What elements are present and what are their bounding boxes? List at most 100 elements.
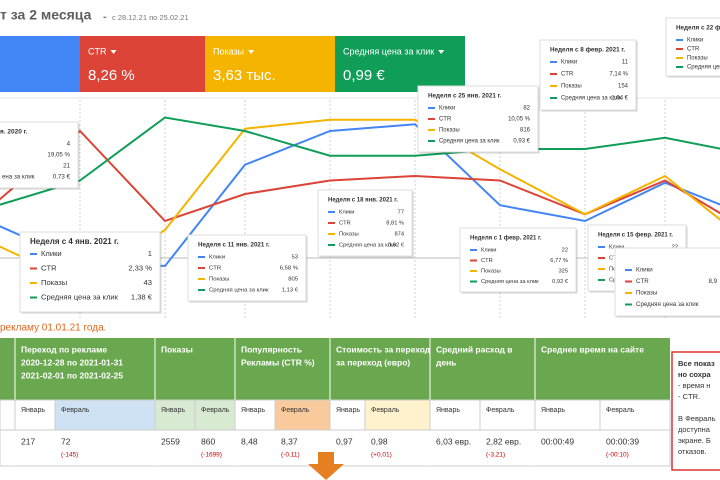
metric-value: 8,26 % bbox=[88, 67, 135, 84]
cell-value: 00:00:49 bbox=[541, 436, 574, 446]
tooltip: Неделя с 4 янв. 2021 г. Клики 1 CTR 2,33 % По… bbox=[19, 231, 162, 314]
tooltip-value: 1 bbox=[148, 249, 152, 258]
tooltip-title: Неделя с 4 янв. 2021 г. bbox=[30, 237, 119, 246]
column-header: Показы bbox=[161, 344, 193, 354]
tooltip-value: 805 bbox=[288, 277, 299, 283]
tooltip-value: 1,13 € bbox=[282, 288, 299, 294]
tooltip-title: Неделя с 11 янв. 2021 г. bbox=[198, 242, 270, 249]
metric-value: 0,99 € bbox=[343, 67, 385, 84]
metric-value: 3,63 тыс. bbox=[213, 67, 276, 84]
tooltip-label: Средняя цена за клик bbox=[481, 279, 539, 285]
month-label: Февраль bbox=[201, 407, 230, 414]
tooltip-label: Средняя цена за клик bbox=[687, 65, 720, 71]
tooltip-title: Неделя с 8 февр. 2021 г. bbox=[550, 47, 625, 54]
dropdown-arrow bbox=[438, 50, 445, 54]
tooltip-value: 8,9 bbox=[708, 278, 717, 285]
cell-delta: (-145) bbox=[61, 452, 78, 459]
tooltip-value: 816 bbox=[520, 128, 531, 134]
tooltip: Неделя с 1 февр. 2021 г. Клики 22 CTR 6,77 %… bbox=[459, 227, 578, 294]
tooltip: Неделя с 25 янв. 2021 г. Клики 82 CTR 10,05 … bbox=[417, 85, 540, 154]
tooltip-value: 4 bbox=[67, 141, 71, 148]
tooltip-value: 10,05 % bbox=[508, 117, 531, 123]
column-header: Рекламы (CTR %) bbox=[241, 357, 315, 367]
column-header: день bbox=[436, 357, 456, 367]
month-cell bbox=[599, 399, 671, 431]
cell-value: 860 bbox=[201, 436, 215, 446]
cell-delta: (-3,21) bbox=[486, 452, 505, 459]
tooltip-value: 0,92 € bbox=[552, 279, 569, 285]
cell-value: 8,48 bbox=[241, 436, 258, 446]
note-line: экране. Б bbox=[678, 436, 711, 445]
tooltip: Неделя с 11 янв. 2021 г. Клики 53 CTR 6,58 %… bbox=[187, 234, 308, 303]
tooltip: Неделя с 22 ф Клики CTR Показы Средняя цена … bbox=[665, 17, 720, 78]
tooltip-label: Средняя цена за клик bbox=[41, 293, 119, 302]
tooltip-label: CTR bbox=[339, 221, 351, 227]
series-line bbox=[0, 129, 720, 223]
tooltip-title: я. 2020 г. bbox=[0, 129, 28, 136]
column-header: Стоимость за переход bbox=[336, 344, 431, 354]
tooltip-value: 8,81 % bbox=[386, 221, 404, 227]
tooltip-title: Неделя с 25 янв. 2021 г. bbox=[428, 93, 502, 100]
month-label: Февраль bbox=[606, 407, 635, 414]
month-label: Январь bbox=[436, 407, 460, 414]
note-box bbox=[671, 351, 720, 471]
cell-value: 217 bbox=[21, 436, 35, 446]
cell-value: 6,03 евр. bbox=[436, 436, 471, 446]
tooltip-label: Средняя цена за клик bbox=[636, 301, 699, 308]
tooltip-label: Средняя цена за клик bbox=[561, 96, 622, 102]
tooltip-value: 43 bbox=[144, 278, 152, 287]
tooltip-label: Клики bbox=[481, 248, 496, 254]
tooltip-label: CTR bbox=[439, 117, 452, 123]
cell-value: 0,97 bbox=[336, 436, 353, 446]
column-header: Переход по рекламе bbox=[21, 344, 107, 354]
tooltip-value: 6,58 % bbox=[280, 266, 299, 272]
tooltip-label: Показы bbox=[561, 84, 582, 90]
month-label: Январь bbox=[161, 407, 185, 414]
month-label: Февраль bbox=[61, 407, 90, 414]
tooltip-box bbox=[417, 85, 539, 153]
tooltip-label: Средняя цена за клик bbox=[209, 288, 269, 294]
month-cell bbox=[194, 399, 236, 431]
month-cell bbox=[329, 399, 366, 431]
metric-label: CTR bbox=[88, 46, 107, 56]
report-period: с 28.12.21 по 25.02.21 bbox=[112, 13, 189, 22]
tooltip-box bbox=[187, 234, 307, 302]
cell-value: 2,82 евр. bbox=[486, 436, 521, 446]
column-header: Популярность bbox=[241, 344, 302, 354]
tooltip-value: 2,33 % bbox=[128, 264, 152, 273]
tooltip-box bbox=[19, 231, 161, 313]
cell-delta: (-0,11) bbox=[281, 452, 300, 459]
note-line: доступна bbox=[678, 425, 711, 434]
month-label: Январь bbox=[541, 407, 565, 414]
tooltip-label: CTR bbox=[687, 47, 700, 53]
note-line: В Февраль bbox=[678, 414, 716, 423]
month-cell bbox=[429, 399, 481, 431]
series-line bbox=[0, 116, 720, 206]
tooltip-label: CTR bbox=[481, 258, 493, 264]
tooltip-value: 1,38 € bbox=[131, 293, 153, 302]
dropdown-arrow bbox=[248, 50, 255, 54]
title-separator: - bbox=[103, 11, 107, 23]
tooltip-label: Средняя цена за клик bbox=[439, 139, 500, 145]
tooltip-title: Неделя с 22 ф bbox=[676, 25, 720, 32]
tooltip-value: 7,14 % bbox=[609, 72, 628, 78]
month-label: Февраль bbox=[486, 407, 515, 414]
tooltip-label: CTR bbox=[636, 278, 649, 285]
tooltip-value: 53 bbox=[291, 255, 298, 261]
tooltip-box bbox=[665, 17, 720, 77]
down-arrow bbox=[308, 452, 344, 480]
tooltip-value: 11 bbox=[622, 60, 629, 66]
tooltip-label: CTR bbox=[41, 264, 57, 273]
tooltip-box bbox=[614, 247, 720, 317]
dropdown-arrow bbox=[110, 50, 117, 54]
column-header: Среднее время на сайте bbox=[541, 344, 644, 354]
tooltip-value: 325 bbox=[559, 269, 569, 275]
tooltip-value: 21 bbox=[63, 163, 70, 170]
tooltip-label: Клики bbox=[561, 60, 577, 66]
column-header: 2020-12-28 по 2021-01-31 bbox=[21, 357, 123, 367]
tooltip-value: 1,04 € bbox=[611, 96, 628, 102]
cell-delta: (-00:10) bbox=[606, 452, 629, 459]
metric-card bbox=[335, 36, 465, 92]
report-title: т за 2 месяца bbox=[0, 7, 92, 23]
